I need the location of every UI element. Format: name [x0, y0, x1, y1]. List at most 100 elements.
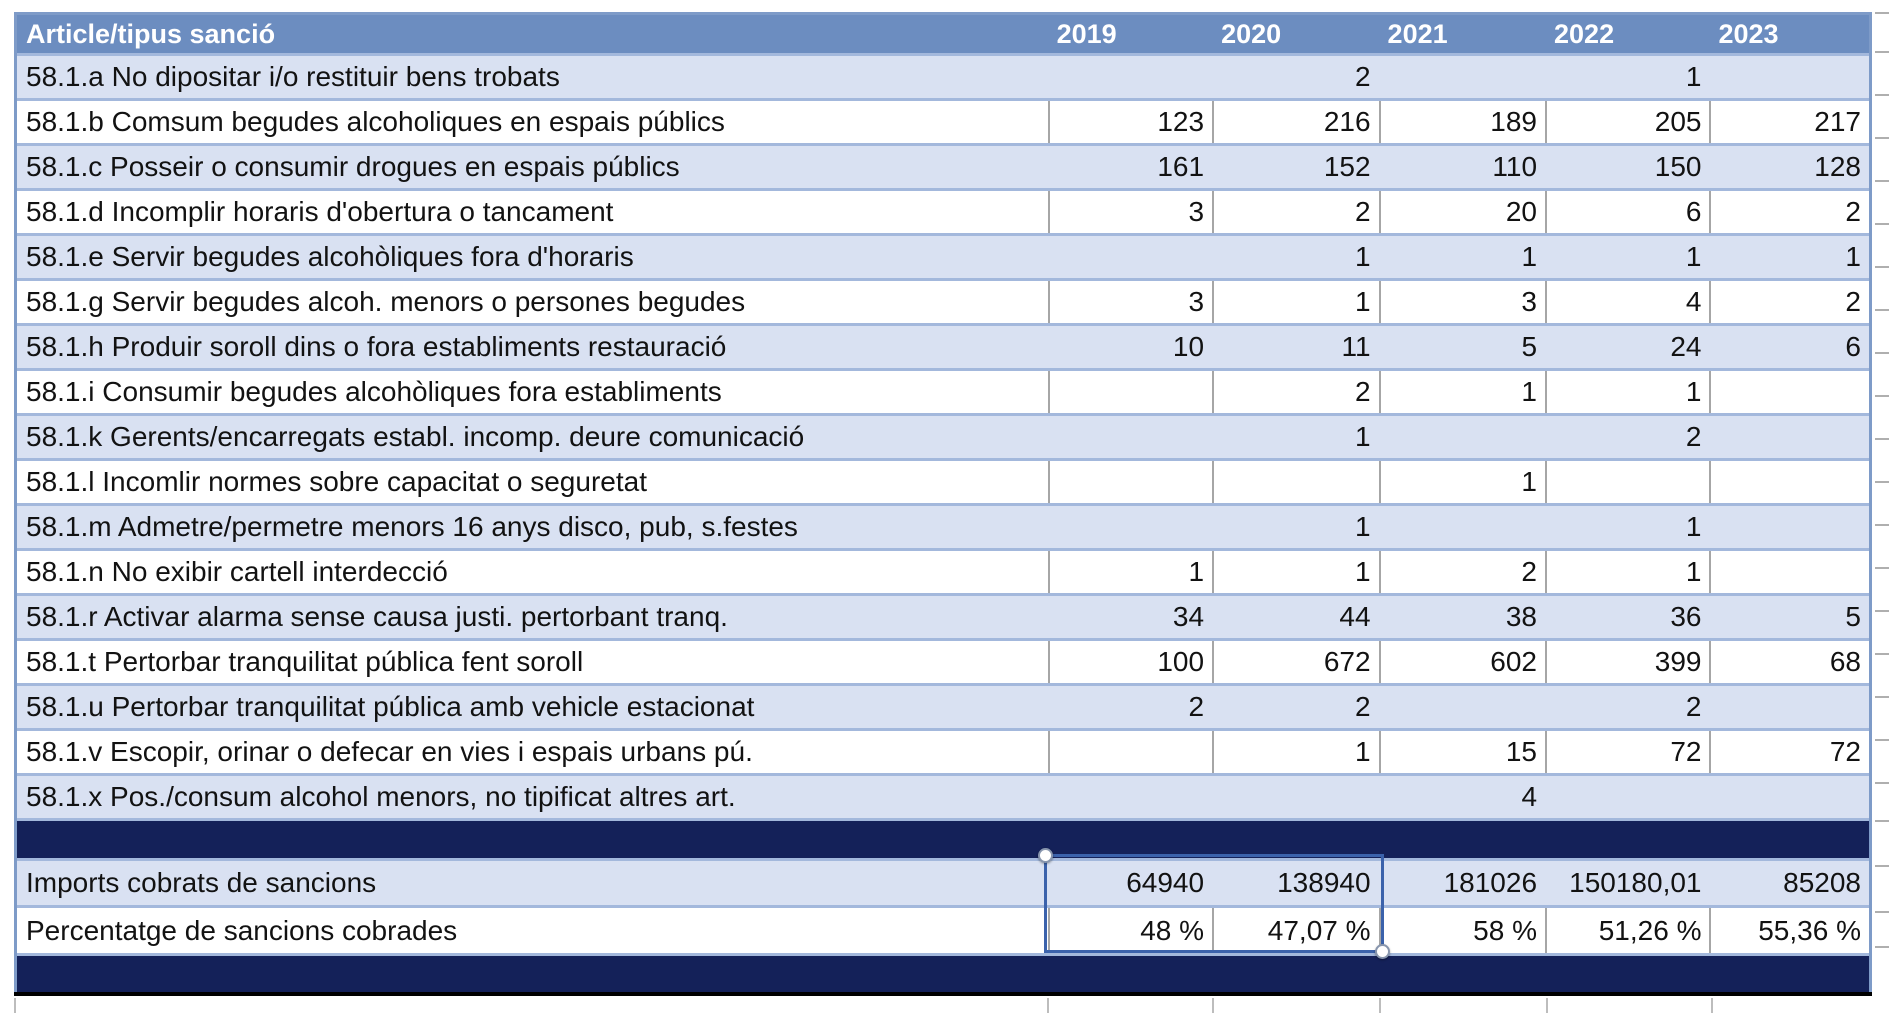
value-cell[interactable]: [1047, 731, 1212, 773]
summary-value-cell[interactable]: 47,07 %: [1212, 908, 1378, 953]
selection-handle-top-left[interactable]: [1038, 848, 1053, 863]
value-cell[interactable]: [1379, 416, 1545, 458]
value-cell[interactable]: 2: [1188, 691, 1205, 722]
value-cell[interactable]: [1048, 506, 1212, 548]
value-cell[interactable]: 3: [1047, 191, 1212, 233]
value-cell[interactable]: [1709, 551, 1869, 593]
value-cell[interactable]: [1379, 56, 1545, 98]
value-cell[interactable]: 110: [1492, 151, 1538, 182]
value-cell[interactable]: [1710, 56, 1870, 98]
value-cell[interactable]: 2: [1709, 281, 1869, 323]
value-cell[interactable]: [1047, 371, 1212, 413]
value-cell[interactable]: 1: [1354, 241, 1371, 272]
value-cell[interactable]: 123: [1047, 101, 1212, 143]
value-cell[interactable]: 44: [1339, 601, 1371, 632]
row-label-cell[interactable]: 58.1.n No exibir cartell interdecció: [26, 556, 448, 587]
value-cell[interactable]: 4: [1545, 281, 1709, 323]
value-cell[interactable]: [1710, 416, 1870, 458]
value-cell[interactable]: 3: [1047, 281, 1212, 323]
value-cell[interactable]: [1710, 686, 1870, 728]
row-label-cell[interactable]: 58.1.a No dipositar i/o restituir bens t…: [26, 61, 560, 92]
value-cell[interactable]: 1: [1378, 461, 1545, 503]
value-cell[interactable]: 1: [1545, 551, 1709, 593]
row-label-cell[interactable]: 58.1.e Servir begudes alcohòliques fora …: [26, 241, 634, 272]
value-cell[interactable]: [1545, 776, 1709, 818]
value-cell[interactable]: [1379, 686, 1545, 728]
value-cell[interactable]: 216: [1212, 101, 1378, 143]
value-cell[interactable]: [1709, 371, 1869, 413]
value-cell[interactable]: 2: [1212, 191, 1378, 233]
row-label-cell[interactable]: 58.1.b Comsum begudes alcoholiques en es…: [26, 106, 725, 137]
value-cell[interactable]: 72: [1709, 731, 1869, 773]
value-cell[interactable]: 11: [1341, 331, 1371, 362]
column-header-year-2022[interactable]: 2022: [1554, 18, 1615, 49]
value-cell[interactable]: [1048, 56, 1212, 98]
summary-value-cell[interactable]: 150180,01: [1569, 867, 1702, 898]
row-label-cell[interactable]: 58.1.t Pertorbar tranquilitat pública fe…: [26, 646, 584, 677]
value-cell[interactable]: 24: [1670, 331, 1702, 362]
value-cell[interactable]: 5: [1521, 331, 1538, 362]
row-label-cell[interactable]: 58.1.i Consumir begudes alcohòliques for…: [26, 376, 722, 407]
value-cell[interactable]: 15: [1378, 731, 1545, 773]
value-cell[interactable]: 2: [1685, 691, 1702, 722]
value-cell[interactable]: 38: [1505, 601, 1538, 632]
column-header-year-2020[interactable]: 2020: [1221, 18, 1282, 49]
value-cell[interactable]: 161: [1157, 151, 1205, 182]
value-cell[interactable]: 5: [1845, 601, 1861, 632]
value-cell[interactable]: 2: [1709, 191, 1869, 233]
value-cell[interactable]: 128: [1814, 151, 1861, 182]
row-label-cell[interactable]: 58.1.c Posseir o consumir drogues en esp…: [26, 151, 680, 182]
value-cell[interactable]: 2: [1212, 371, 1378, 413]
value-cell[interactable]: 1: [1047, 551, 1212, 593]
value-cell[interactable]: 2: [1354, 61, 1371, 92]
value-cell[interactable]: 1: [1212, 731, 1378, 773]
value-cell[interactable]: 36: [1670, 601, 1702, 632]
value-cell[interactable]: 6: [1545, 191, 1709, 233]
value-cell[interactable]: 1: [1685, 241, 1702, 272]
summary-value-cell[interactable]: 138940: [1277, 867, 1371, 898]
row-label-cell[interactable]: 58.1.v Escopir, orinar o defecar en vies…: [26, 736, 753, 767]
value-cell[interactable]: [1710, 506, 1870, 548]
value-cell[interactable]: 34: [1172, 601, 1205, 632]
value-cell[interactable]: 1: [1212, 281, 1378, 323]
value-cell[interactable]: [1709, 461, 1869, 503]
value-cell[interactable]: 1: [1521, 241, 1538, 272]
row-label-cell[interactable]: 58.1.u Pertorbar tranquilitat pública am…: [26, 691, 755, 722]
row-label-cell[interactable]: 58.1.h Produir soroll dins o fora establ…: [26, 331, 727, 362]
row-label-cell[interactable]: 58.1.k Gerents/encarregats establ. incom…: [26, 421, 805, 452]
summary-value-cell[interactable]: 85208: [1783, 867, 1861, 898]
value-cell[interactable]: 68: [1709, 641, 1869, 683]
value-cell[interactable]: 10: [1172, 331, 1205, 362]
value-cell[interactable]: 1: [1545, 371, 1709, 413]
selection-handle-bottom-right[interactable]: [1375, 944, 1390, 959]
row-label-cell[interactable]: 58.1.m Admetre/permetre menors 16 anys d…: [26, 511, 798, 542]
value-cell[interactable]: [1212, 461, 1378, 503]
value-cell[interactable]: 1: [1354, 511, 1371, 542]
value-cell[interactable]: 2: [1354, 691, 1371, 722]
value-cell[interactable]: 1: [1378, 371, 1545, 413]
summary-label-cell[interactable]: Imports cobrats de sancions: [26, 867, 377, 898]
value-cell[interactable]: 189: [1378, 101, 1545, 143]
value-cell[interactable]: [1048, 776, 1212, 818]
column-header-year-2023[interactable]: 2023: [1718, 18, 1779, 49]
summary-value-cell[interactable]: 48 %: [1047, 908, 1212, 953]
separator-row-navy[interactable]: [17, 956, 1869, 993]
column-header-year-2021[interactable]: 2021: [1387, 18, 1448, 49]
value-cell[interactable]: 20: [1378, 191, 1545, 233]
value-cell[interactable]: 217: [1709, 101, 1869, 143]
row-label-cell[interactable]: 58.1.r Activar alarma sense causa justi.…: [26, 601, 728, 632]
summary-value-cell[interactable]: 58 %: [1378, 908, 1545, 953]
summary-value-cell[interactable]: 64940: [1126, 867, 1205, 898]
value-cell[interactable]: 602: [1378, 641, 1545, 683]
value-cell[interactable]: 150: [1654, 151, 1702, 182]
row-label-cell[interactable]: 58.1.g Servir begudes alcoh. menors o pe…: [26, 286, 746, 317]
summary-value-cell[interactable]: 51,26 %: [1545, 908, 1709, 953]
column-header-article[interactable]: Article/tipus sanció: [26, 18, 276, 49]
value-cell[interactable]: [1710, 776, 1870, 818]
value-cell[interactable]: 399: [1545, 641, 1709, 683]
value-cell[interactable]: [1048, 416, 1212, 458]
value-cell[interactable]: 3: [1378, 281, 1545, 323]
value-cell[interactable]: 1: [1685, 61, 1702, 92]
value-cell[interactable]: 672: [1212, 641, 1378, 683]
value-cell[interactable]: 1: [1685, 511, 1702, 542]
